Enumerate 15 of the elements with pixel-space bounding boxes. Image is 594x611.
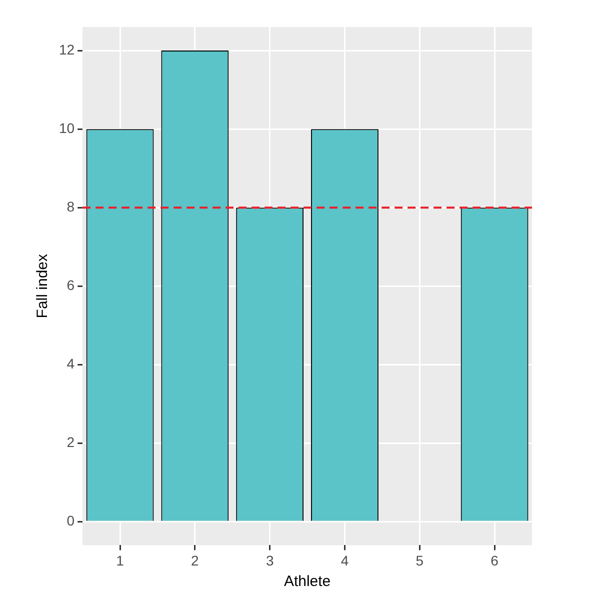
- y-tick-label: 0: [66, 512, 75, 529]
- x-tick-label: 6: [490, 552, 499, 568]
- x-tick-label: 3: [266, 552, 274, 568]
- y-tick-label: 10: [58, 120, 75, 136]
- x-tick-label: 5: [416, 552, 424, 568]
- x-tick-label: 2: [191, 552, 200, 568]
- x-axis-title: Athlete: [284, 573, 331, 590]
- x-tick-label: 4: [340, 552, 349, 568]
- y-axis-title: Fall index: [34, 254, 52, 318]
- y-tick-label: 12: [58, 41, 75, 58]
- x-tick-label: 1: [116, 552, 124, 568]
- y-tick-label: 6: [66, 276, 75, 293]
- y-tick-label: 2: [66, 434, 75, 450]
- y-tick-label: 8: [66, 198, 75, 214]
- y-tick-label: 4: [66, 355, 75, 372]
